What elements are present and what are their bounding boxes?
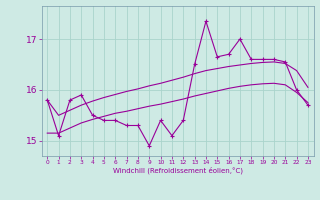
X-axis label: Windchill (Refroidissement éolien,°C): Windchill (Refroidissement éolien,°C) bbox=[113, 167, 243, 174]
